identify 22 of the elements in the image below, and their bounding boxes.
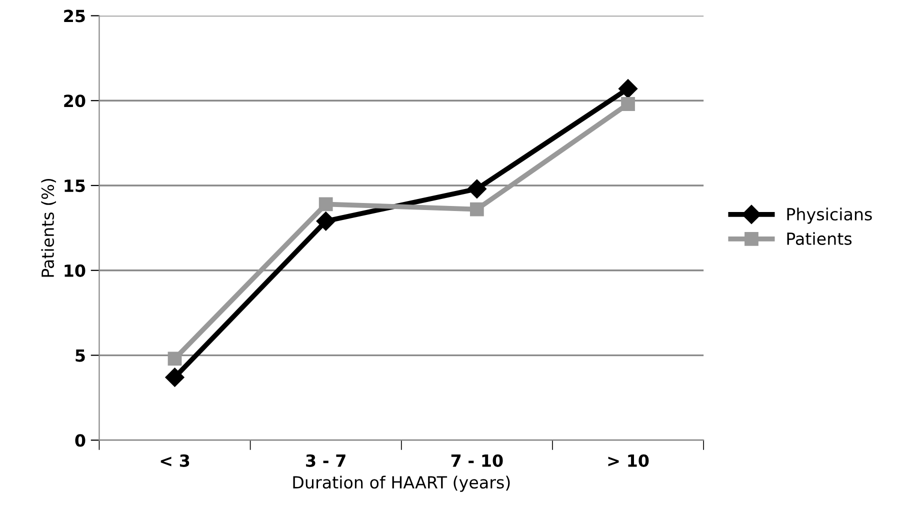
point — [618, 79, 638, 98]
y-axis-title: Patients (%) — [41, 178, 56, 277]
y-tick-label: 0 — [75, 434, 86, 447]
legend-label: Physicians — [787, 208, 872, 224]
y-tick-label: 25 — [64, 10, 85, 22]
legend-label: Patients — [787, 232, 852, 246]
point — [621, 97, 635, 111]
point — [467, 179, 486, 198]
y-tick-label: 15 — [64, 180, 85, 192]
x-tick-label: 7 - 10 — [451, 454, 503, 467]
x-axis-title: Duration of HAART (years) — [293, 476, 510, 492]
x-tick-label: 3 - 7 — [306, 454, 346, 467]
point — [470, 202, 484, 216]
point — [165, 368, 184, 387]
x-tick-label: < 3 — [160, 454, 190, 467]
y-tick-label: 20 — [64, 94, 86, 108]
y-tick-label: 10 — [64, 264, 86, 277]
point — [168, 352, 182, 366]
x-tick-label: > 10 — [608, 454, 649, 467]
point — [316, 212, 336, 231]
y-tick-label: 5 — [76, 349, 85, 362]
point — [318, 197, 333, 212]
